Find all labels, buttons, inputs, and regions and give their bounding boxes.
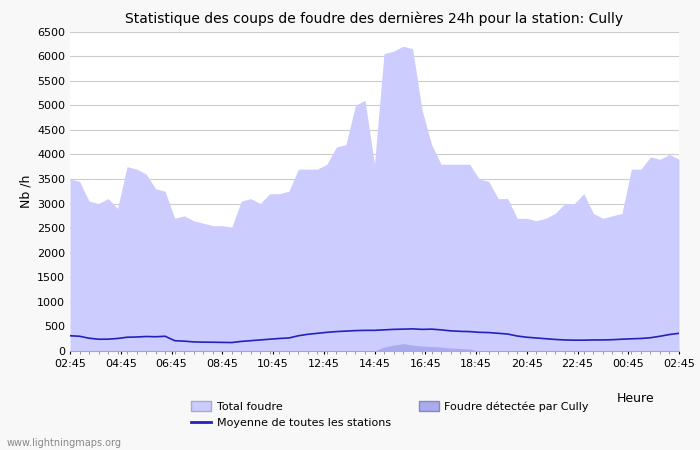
Text: Heure: Heure bbox=[617, 392, 655, 405]
Text: www.lightningmaps.org: www.lightningmaps.org bbox=[7, 438, 122, 448]
Title: Statistique des coups de foudre des dernières 24h pour la station: Cully: Statistique des coups de foudre des dern… bbox=[125, 12, 624, 26]
Y-axis label: Nb /h: Nb /h bbox=[20, 175, 33, 208]
Legend: Total foudre, Moyenne de toutes les stations, Foudre détectée par Cully: Total foudre, Moyenne de toutes les stat… bbox=[191, 401, 589, 428]
